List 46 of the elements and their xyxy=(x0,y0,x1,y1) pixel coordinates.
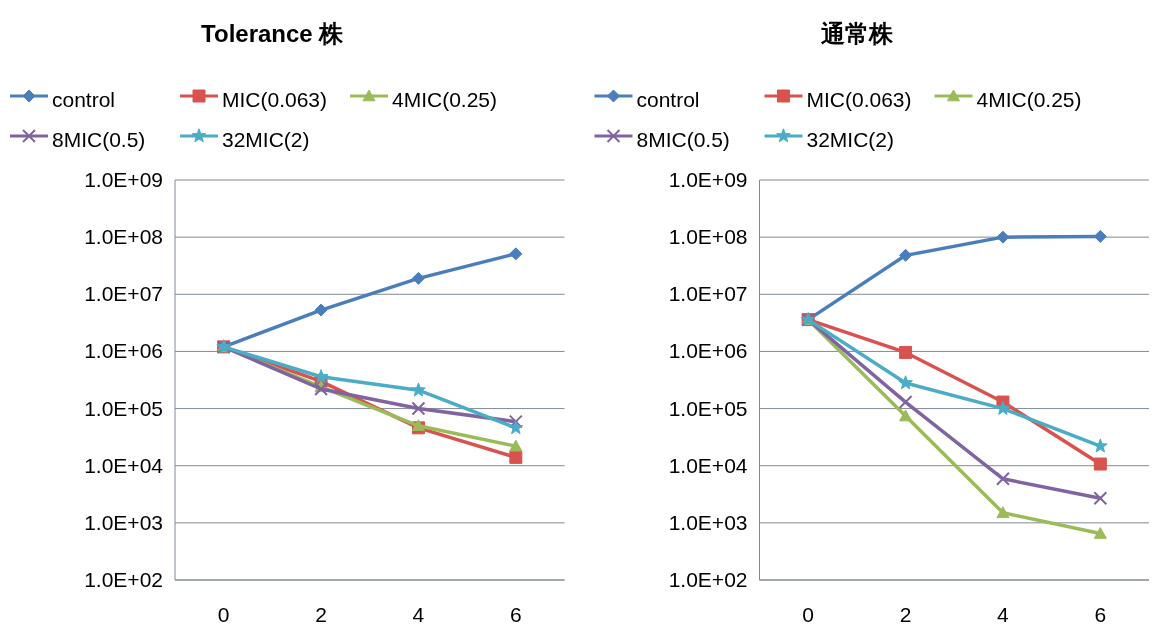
legend-item: 32MIC(2) xyxy=(764,128,895,151)
x-tick-label: 0 xyxy=(217,603,230,626)
x-tick-label: 2 xyxy=(899,603,912,626)
y-tick-label: 1.0E+09 xyxy=(84,168,163,191)
legend-label: 32MIC(2) xyxy=(222,128,310,151)
legend-item: control xyxy=(10,88,116,111)
x-tick-label: 4 xyxy=(412,603,425,626)
y-tick-label: 1.0E+04 xyxy=(668,453,748,477)
legend-item: 4MIC(0.25) xyxy=(350,88,498,111)
y-tick-label: 1.0E+06 xyxy=(84,339,163,363)
chart-title: Tolerance 株 xyxy=(201,20,345,47)
legend-item: MIC(0.063) xyxy=(180,88,328,111)
x-tick-label: 2 xyxy=(315,603,327,626)
chart-title: 通常株 xyxy=(819,20,894,47)
y-tick-label: 1.0E+02 xyxy=(668,568,748,591)
legend-item: 4MIC(0.25) xyxy=(934,88,1082,111)
y-tick-label: 1.0E+08 xyxy=(84,225,163,249)
y-tick-label: 1.0E+05 xyxy=(84,396,163,420)
y-tick-label: 1.0E+04 xyxy=(84,453,164,477)
y-tick-label: 1.0E+05 xyxy=(668,396,748,420)
legend-item: 32MIC(2) xyxy=(180,128,310,151)
legend-item: 8MIC(0.5) xyxy=(594,128,730,151)
legend-label: control xyxy=(636,88,700,111)
y-tick-label: 1.0E+09 xyxy=(668,168,748,191)
legend-label: 4MIC(0.25) xyxy=(976,88,1082,111)
y-tick-label: 1.0E+06 xyxy=(668,339,748,363)
x-tick-label: 6 xyxy=(1094,603,1107,626)
legend-label: control xyxy=(52,88,116,111)
legend-label: MIC(0.063) xyxy=(222,88,328,111)
x-tick-label: 6 xyxy=(509,603,522,626)
y-tick-label: 1.0E+07 xyxy=(84,282,163,306)
y-tick-label: 1.0E+02 xyxy=(84,568,163,591)
legend-item: control xyxy=(594,88,700,111)
legend-label: 4MIC(0.25) xyxy=(392,88,498,111)
y-tick-label: 1.0E+08 xyxy=(668,225,748,249)
legend-item: 8MIC(0.5) xyxy=(10,128,146,151)
legend-label: 32MIC(2) xyxy=(806,128,895,151)
legend-label: MIC(0.063) xyxy=(806,88,912,111)
y-tick-label: 1.0E+03 xyxy=(84,510,163,534)
y-tick-label: 1.0E+07 xyxy=(668,282,748,306)
legend-item: MIC(0.063) xyxy=(764,88,912,111)
legend-label: 8MIC(0.5) xyxy=(636,128,730,151)
y-tick-label: 1.0E+03 xyxy=(668,510,748,534)
x-tick-label: 4 xyxy=(997,603,1010,626)
x-tick-label: 0 xyxy=(802,603,815,626)
legend-label: 8MIC(0.5) xyxy=(52,128,146,151)
